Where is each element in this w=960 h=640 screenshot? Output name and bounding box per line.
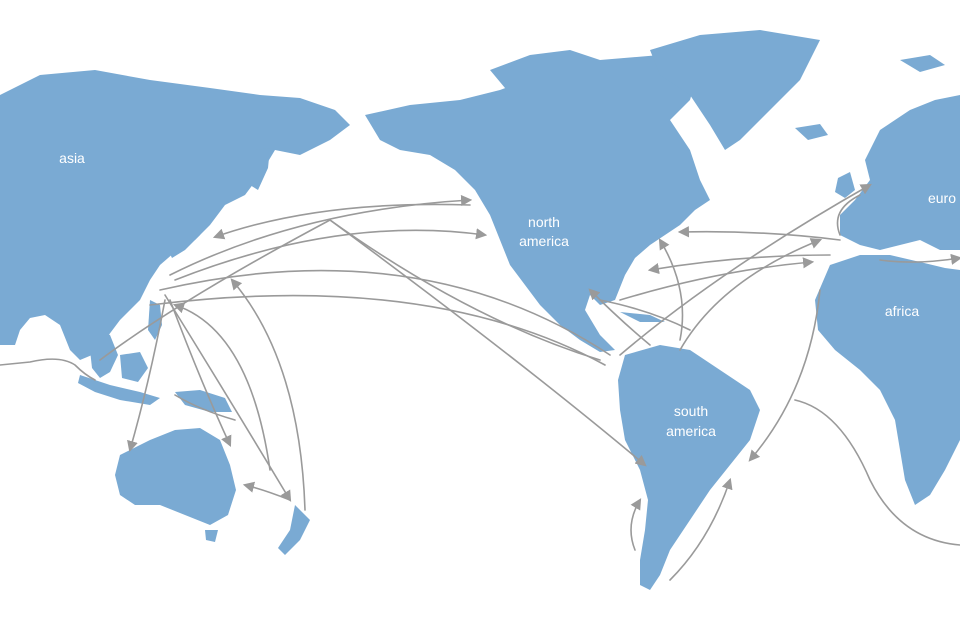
label-asia: asia xyxy=(59,150,85,166)
route-africa-to-brazil xyxy=(748,289,821,462)
route-asia-to-australia-2 xyxy=(169,299,232,448)
landmass-asia xyxy=(0,70,350,360)
route-asia-to-westcoast-1 xyxy=(169,194,473,276)
route-panama-to-chile xyxy=(329,219,647,467)
landmass-svalbard xyxy=(900,55,945,72)
label-south-america-line1: south xyxy=(674,403,708,419)
landmass-greenland xyxy=(650,30,820,150)
route-panama-to-eastcoast xyxy=(658,238,684,341)
route-europe-to-canaries xyxy=(836,194,861,236)
route-gulf-loop xyxy=(599,299,691,331)
route-asia-west-edge xyxy=(0,358,96,381)
landmass-japan xyxy=(168,185,215,258)
label-europe: euro xyxy=(928,190,956,206)
landmass-arctic-islands xyxy=(490,50,600,90)
route-asia-to-newzealand xyxy=(164,294,292,502)
landmass-madagascar xyxy=(950,390,960,425)
landmass-europe xyxy=(840,95,960,250)
route-europe-to-florida xyxy=(647,254,831,275)
route-europe-west-edge xyxy=(879,253,960,265)
route-brazil-to-capetown xyxy=(794,399,960,546)
landmass-africa xyxy=(815,255,960,505)
landmass-south-america xyxy=(618,345,760,590)
route-png-loop xyxy=(174,394,236,421)
route-asia-to-panama xyxy=(159,269,611,356)
landmass-uk xyxy=(835,172,855,198)
label-africa: africa xyxy=(885,303,919,319)
landmass-borneo xyxy=(120,352,148,382)
route-asia-to-panama-2 xyxy=(149,294,606,366)
route-caribbean-to-europe xyxy=(619,257,815,301)
route-europe-to-eastcoast xyxy=(677,226,841,241)
label-south-america-line2: america xyxy=(666,423,716,439)
route-panama-to-gulf xyxy=(588,288,651,346)
route-argentina-loop-east xyxy=(669,477,733,581)
landmass-caribbean xyxy=(620,312,665,322)
continent-labels: asia north america euro africa south ame… xyxy=(59,150,956,439)
route-australia-to-asia xyxy=(172,302,271,471)
landmass-tasmania xyxy=(205,530,218,542)
label-north-america-line1: north xyxy=(528,214,560,230)
shipping-routes xyxy=(0,183,960,581)
label-north-america-line2: america xyxy=(519,233,569,249)
landmass-new-zealand xyxy=(278,505,310,555)
route-newzealand-to-asia xyxy=(230,278,306,511)
landmass-philippines xyxy=(148,300,162,340)
route-japan-to-seattle xyxy=(174,228,488,281)
route-nz-to-australia xyxy=(242,481,291,501)
landmass-kamchatka xyxy=(250,148,270,190)
route-brazil-to-europe xyxy=(679,238,823,351)
route-panama-to-europe xyxy=(619,183,872,356)
landmass-indonesia xyxy=(78,375,160,405)
landmasses xyxy=(0,30,960,590)
route-argentina-loop-west xyxy=(630,498,642,551)
landmass-iceland xyxy=(795,124,828,140)
landmass-southeast-asia xyxy=(90,330,118,378)
landmass-australia xyxy=(115,428,236,525)
route-asia-to-australia xyxy=(127,299,166,453)
landmass-new-guinea xyxy=(175,390,232,412)
landmass-north-america xyxy=(365,55,710,352)
route-westcoast-to-japan xyxy=(212,203,471,240)
